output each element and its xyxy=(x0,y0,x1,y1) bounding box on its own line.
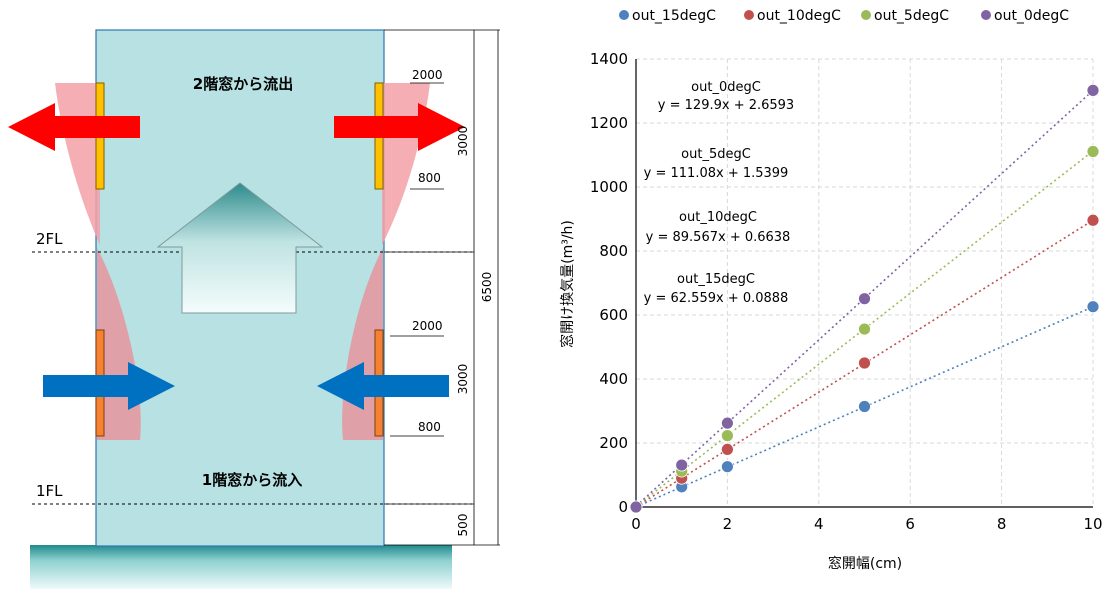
trendline-name-out_0degC: out_0degC xyxy=(691,80,761,95)
y-tick-label: 1000 xyxy=(590,178,628,196)
chart-axes xyxy=(635,59,1093,508)
y-tick-label: 800 xyxy=(599,242,628,260)
legend-label-out_10degC: out_10degC xyxy=(757,8,841,24)
dim-upper-bottom: 800 xyxy=(418,171,441,185)
y-tick-label: 1200 xyxy=(590,114,628,132)
trendline-equation-out_0degC: y = 129.9x + 2.6593 xyxy=(658,98,794,113)
x-tick-label: 0 xyxy=(631,515,641,533)
dim-total: 6500 xyxy=(480,272,494,303)
legend-marker-out_0degC xyxy=(981,10,991,20)
outflow-arrow-left xyxy=(8,103,140,151)
data-point-out_5degC xyxy=(858,322,871,336)
data-point-out_0degC xyxy=(721,416,734,430)
data-point-out_10degC xyxy=(1086,213,1100,227)
data-point-out_15degC xyxy=(1086,300,1100,314)
legend-marker-out_15degC xyxy=(619,10,629,20)
floor-label-1fl: 1FL xyxy=(36,482,63,500)
legend-marker-out_10degC xyxy=(744,10,754,20)
dimension-lines xyxy=(384,29,500,546)
ventilation-chart: 0 200 400 600 800 1000 1200 1400 0 2 4 6 8 10 out_0de… xyxy=(559,8,1103,572)
data-point-out_5degC xyxy=(721,429,734,443)
legend-label-out_5degC: out_5degC xyxy=(874,8,949,24)
dim-upper-span: 3000 xyxy=(456,126,470,157)
dim-upper-top: 2000 xyxy=(412,68,443,82)
x-tick-label: 8 xyxy=(997,515,1007,533)
dim-lower-bottom: 800 xyxy=(418,420,441,434)
y-tick-label: 200 xyxy=(599,434,628,452)
x-tick-label: 2 xyxy=(723,515,733,533)
data-point-out_5degC xyxy=(1086,145,1100,158)
chart-trendlines xyxy=(635,89,1094,508)
data-point-out_0degC xyxy=(1086,83,1100,97)
inflow-arrow-left xyxy=(43,362,175,410)
trendline-out_5degC xyxy=(635,150,1094,508)
y-axis-label: 窓開け換気量(m³/h) xyxy=(559,220,576,348)
trendline-out_15degC xyxy=(635,306,1094,508)
y-tick-label: 1400 xyxy=(590,50,628,68)
data-point-out_0degC xyxy=(858,292,871,306)
outflow-arrow-right xyxy=(334,103,465,151)
y-tick-label: 400 xyxy=(599,370,628,388)
dim-lower-top: 2000 xyxy=(412,319,443,333)
legend-label-out_15degC: out_15degC xyxy=(632,8,716,24)
floor-label-2fl: 2FL xyxy=(36,230,63,248)
x-axis-label: 窓開幅(cm) xyxy=(828,555,902,572)
x-tick-label: 4 xyxy=(814,515,824,533)
dim-lower-span: 3000 xyxy=(456,364,470,395)
trendline-equation-out_5degC: y = 111.08x + 1.5399 xyxy=(644,166,789,181)
chart-grid xyxy=(636,58,1094,507)
ground-slab xyxy=(30,545,452,589)
trendline-name-out_10degC: out_10degC xyxy=(679,210,757,225)
x-tick-label: 6 xyxy=(905,515,915,533)
data-point-out_10degC xyxy=(721,442,734,456)
data-point-out_10degC xyxy=(858,356,871,370)
chart-ticks: 0 200 400 600 800 1000 1200 1400 0 2 4 6 8 10 xyxy=(590,50,1103,533)
data-point-out_0degC xyxy=(629,500,643,514)
outflow-label: 2階窓から流出 xyxy=(193,75,293,93)
upward-airflow-arrow xyxy=(156,182,324,314)
trendline-equation-out_15degC: y = 62.559x + 0.0888 xyxy=(644,291,789,306)
inflow-arrow-right xyxy=(317,362,449,410)
dim-base: 500 xyxy=(456,514,470,537)
data-point-out_15degC xyxy=(721,460,734,474)
data-point-out_15degC xyxy=(858,400,871,413)
y-tick-label: 600 xyxy=(599,306,628,324)
data-point-out_0degC xyxy=(675,458,689,472)
legend-label-out_0degC: out_0degC xyxy=(994,8,1069,24)
ventilation-diagram: 2FL 1FL 2階窓から流出 1階窓から流入 xyxy=(8,29,500,589)
x-tick-label: 10 xyxy=(1083,515,1102,533)
chart-legend: out_15degC out_10degC out_5degC out_0degC xyxy=(619,8,1069,24)
trendline-equation-out_10degC: y = 89.567x + 0.6638 xyxy=(646,230,791,245)
trendline-name-out_15degC: out_15degC xyxy=(677,272,755,287)
chart-points xyxy=(629,83,1100,514)
inflow-label: 1階窓から流入 xyxy=(202,471,302,489)
trendline-name-out_5degC: out_5degC xyxy=(681,147,751,162)
y-tick-label: 0 xyxy=(618,498,628,516)
outflow-plume-left xyxy=(55,83,100,245)
legend-marker-out_5degC xyxy=(861,10,871,20)
